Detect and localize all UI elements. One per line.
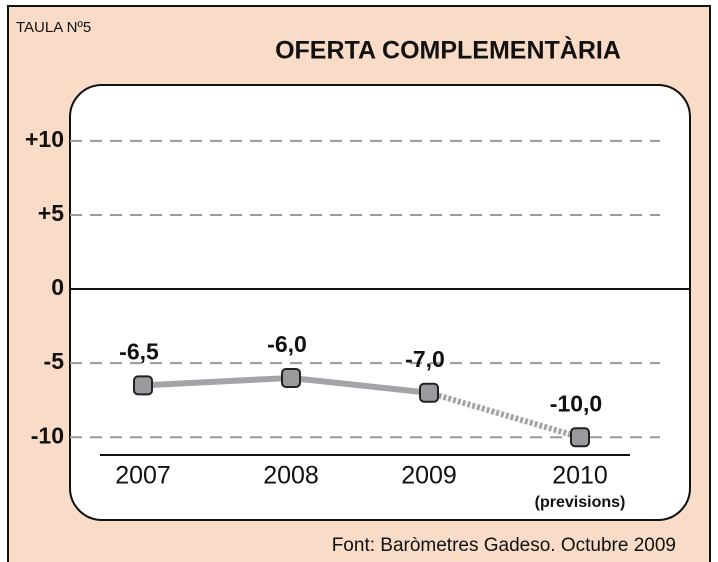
x-tick-label: 2010 (552, 462, 608, 490)
marker (133, 375, 153, 396)
table-label: TAULA Nº5 (16, 19, 91, 36)
forecast-line (428, 389, 581, 441)
plot-frame (69, 84, 691, 521)
chart-title: OFERTA COMPLEMENTÀRIA (275, 36, 621, 65)
marker (281, 367, 301, 388)
x-tick-label: 2008 (263, 462, 319, 490)
y-tick-label: +5 (38, 200, 64, 226)
value-label: -10,0 (550, 390, 602, 416)
y-tick-label: -10 (31, 422, 64, 448)
source: Font: Baròmetres Gadeso. Octubre 2009 (332, 535, 676, 556)
x-tick-label: 2009 (401, 462, 457, 490)
marker (419, 382, 439, 403)
x-tick-sublabel: (previsions) (535, 494, 626, 511)
y-tick-label: +10 (25, 126, 64, 152)
x-tick-label: 2007 (115, 462, 171, 490)
value-label: -6,5 (119, 338, 159, 364)
value-label: -7,0 (405, 346, 445, 372)
y-tick-label: 0 (51, 274, 64, 300)
y-tick-label: -5 (44, 348, 65, 374)
value-label: -6,0 (267, 331, 307, 357)
marker (570, 427, 590, 448)
